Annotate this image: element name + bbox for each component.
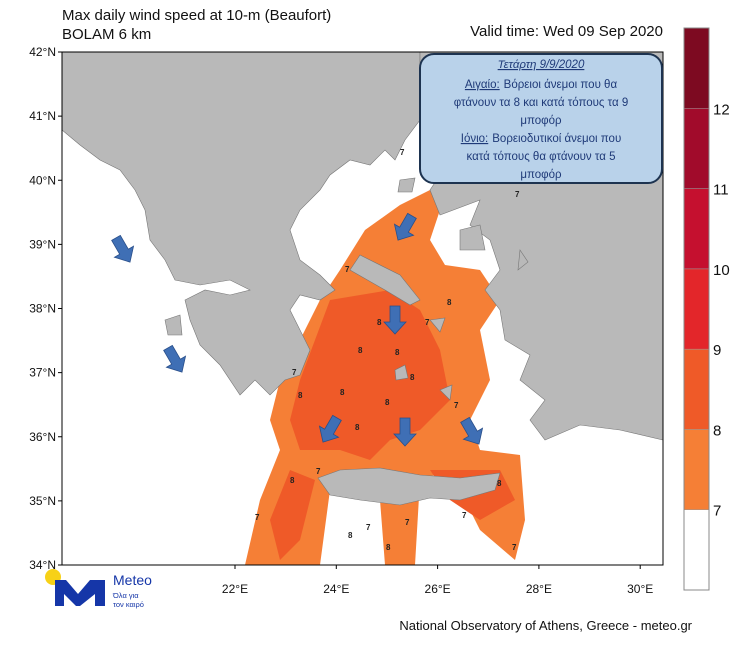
land [61,51,421,396]
model: BOLAM 6 km [62,26,151,43]
contour-label: 7 [400,148,405,157]
lat-label: 38°N [29,302,56,316]
wind-arrow [393,417,417,447]
lat-label: 37°N [29,366,56,380]
lat-label: 35°N [29,494,56,508]
latitude-axis: 42°N 41°N 40°N 39°N 38°N 37°N 36°N 35°N 34°N [29,45,62,572]
land-crete [317,467,501,506]
colorbar-segment [683,108,710,189]
contour-label: 8 [497,479,502,488]
lon-label: 30°E [627,582,653,596]
lat-label: 41°N [29,109,56,123]
colorbar: 7 8 9 10 11 12 [683,27,730,591]
contour-label: 7 [512,543,517,552]
contour-label: 7 [405,518,410,527]
lat-label: 36°N [29,430,56,444]
colorbar-segment [683,268,710,350]
contour-label: 7 [316,467,321,476]
wind-arrow [111,234,135,263]
info-text: Βορειοδυτικοί άνεμοι που [492,133,621,145]
wind-arrow [460,416,484,445]
title: Max daily wind speed at 10-m (Beaufort) [62,7,331,24]
colorbar-segment [683,188,710,270]
info-line: Αιγαίο: Βόρειοι άνεμοι που θα [465,79,618,91]
logo-name: Meteo [113,572,152,588]
colorbar-label: 9 [713,342,721,359]
longitude-axis: 22°E 24°E 26°E 28°E 30°E [222,565,653,596]
info-label: Ιόνιο: [461,133,489,145]
colorbar-frame [683,27,710,591]
colorbar-label: 11 [713,182,729,199]
contour-label: 7 [425,318,430,327]
map-labels: 7 7 7 8 8 7 8 8 7 8 8 7 8 8 8 8 7 8 7 8 … [255,148,520,552]
colorbar-label: 7 [713,503,721,520]
wind-arrow [163,344,187,373]
wind-arrows [111,212,484,447]
logo-mark [55,580,105,606]
info-date: Τετάρτη 9/9/2020 [498,59,585,71]
contour-label: 7 [366,523,371,532]
contour-label: 8 [385,398,390,407]
colorbar-segment [683,509,710,591]
lon-label: 22°E [222,582,248,596]
colorbar-label: 12 [713,101,730,118]
colorbar-segment [683,27,710,109]
land-islands [164,177,529,401]
colorbar-label: 10 [713,262,730,279]
info-box-frame [419,53,663,184]
colorbar-label: 8 [713,422,721,439]
lat-label: 40°N [29,173,56,187]
info-line: κατά τόπους θα φτάνουν τα 5 [466,151,615,163]
info-line: Ιόνιο: Βορειοδυτικοί άνεμοι που [461,133,621,145]
lat-label: 39°N [29,237,56,251]
contour-label: 8 [348,531,353,540]
wind-arrow [393,212,417,241]
wind-arrow [318,414,342,443]
contour-label: 8 [358,346,363,355]
contour-label: 8 [340,388,345,397]
logo-tagline: Όλα για [112,591,139,600]
contour-label: 7 [345,265,350,274]
contour-label: 8 [395,348,400,357]
wind-arrow [383,305,407,335]
info-line: μποφόρ [520,115,562,127]
info-box: Τετάρτη 9/9/2020 Αιγαίο: Βόρειοι άνεμοι π… [419,53,663,184]
logo-tagline: τον καιρό [113,600,144,609]
contour-label: 8 [386,543,391,552]
contour-label: 8 [290,476,295,485]
lon-label: 26°E [425,582,451,596]
info-line: φτάνουν τα 8 και κατά τόπους τα 9 [454,97,629,109]
footer: National Observatory of Athens, Greece -… [399,618,692,633]
colorbar-segment [683,348,710,430]
lon-label: 24°E [323,582,349,596]
contour-label: 8 [377,318,382,327]
contour-label: 7 [292,368,297,377]
lat-label: 42°N [29,45,56,59]
contour-label: 7 [454,401,459,410]
contour-label: 7 [462,511,467,520]
contour-label: 8 [447,298,452,307]
contour-label: 8 [298,391,303,400]
info-text: Βόρειοι άνεμοι που θα [504,79,618,91]
colorbar-segment [683,429,710,510]
info-line: μποφόρ [520,169,562,181]
contour-label: 8 [410,373,415,382]
contour-label: 7 [515,190,520,199]
lon-label: 28°E [526,582,552,596]
contour-label: 8 [355,423,360,432]
logo: Meteo Όλα για τον καιρό [45,569,152,609]
contour-label: 7 [255,513,260,522]
info-label: Αιγαίο: [465,79,500,91]
valid-time: Valid time: Wed 09 Sep 2020 [470,23,663,40]
lat-label: 34°N [29,558,56,572]
